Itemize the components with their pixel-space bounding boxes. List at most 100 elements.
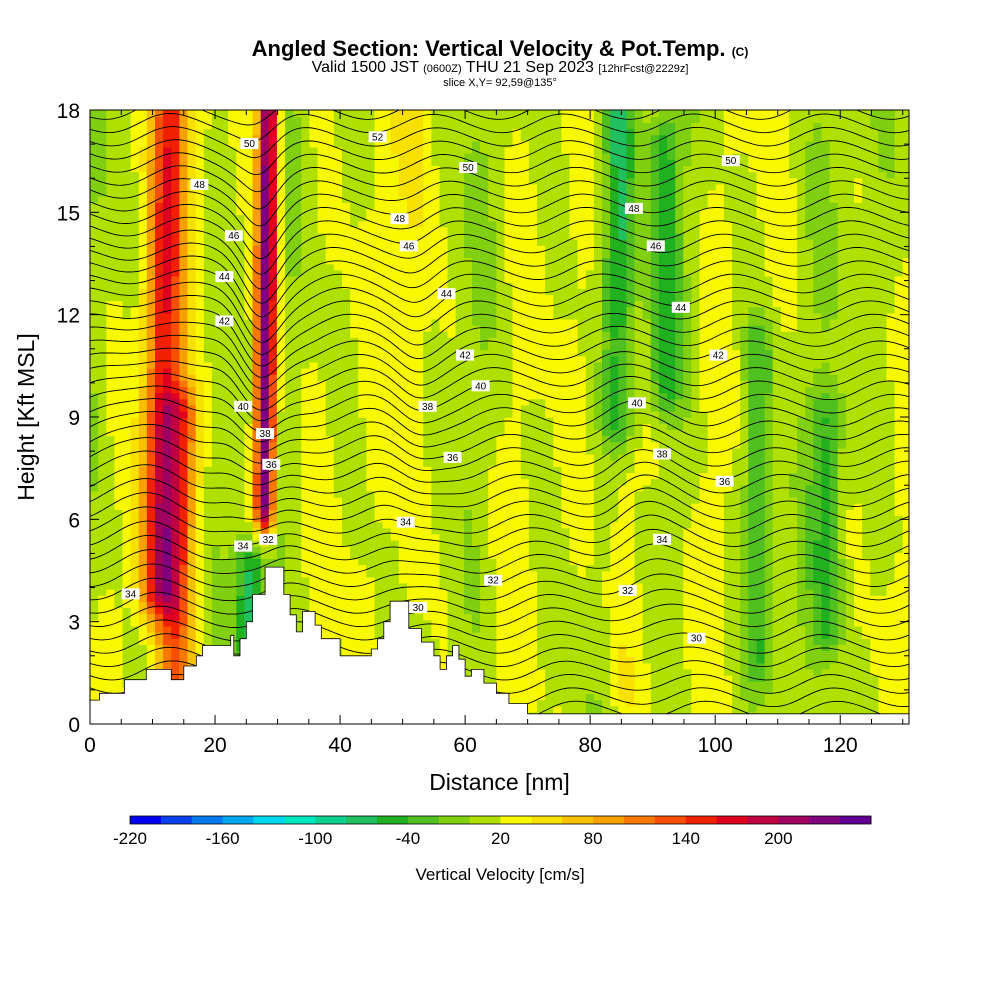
velocity-cell <box>293 220 303 228</box>
velocity-cell <box>415 539 424 547</box>
velocity-cell <box>325 232 335 240</box>
velocity-cell <box>228 441 238 449</box>
velocity-cell <box>138 503 148 510</box>
velocity-cell <box>358 134 368 142</box>
velocity-cell <box>447 202 457 209</box>
velocity-cell <box>114 410 124 418</box>
velocity-cell <box>431 238 441 246</box>
velocity-cell <box>98 656 107 664</box>
velocity-cell <box>398 453 408 461</box>
velocity-cell <box>480 263 489 271</box>
velocity-cell <box>114 251 124 259</box>
velocity-cell <box>398 576 408 584</box>
velocity-cell <box>342 380 351 388</box>
velocity-cell <box>187 386 197 394</box>
velocity-cell <box>463 140 473 148</box>
velocity-cell <box>203 441 213 449</box>
velocity-cell <box>301 490 311 498</box>
velocity-cell <box>244 417 254 424</box>
velocity-cell <box>155 619 164 627</box>
velocity-cell <box>398 545 408 553</box>
velocity-cell <box>122 435 132 443</box>
velocity-cell <box>98 257 107 265</box>
velocity-cell <box>431 177 441 185</box>
velocity-cell <box>195 367 205 375</box>
velocity-cell <box>90 595 99 602</box>
velocity-cell <box>463 478 473 486</box>
velocity-cell <box>447 521 457 529</box>
velocity-cell <box>366 318 376 326</box>
velocity-cell <box>374 380 384 388</box>
velocity-cell <box>98 687 107 695</box>
velocity-cell <box>407 165 416 173</box>
velocity-cell <box>472 527 481 535</box>
velocity-cell <box>309 275 319 283</box>
velocity-cell <box>439 613 449 621</box>
velocity-cell <box>325 269 335 277</box>
velocity-cell <box>358 650 368 658</box>
velocity-cell <box>114 638 124 645</box>
velocity-cell <box>350 275 359 283</box>
velocity-cell <box>155 631 164 639</box>
velocity-cell <box>333 595 343 602</box>
velocity-cell <box>382 208 392 216</box>
velocity-cell <box>179 521 189 529</box>
velocity-cell <box>382 337 392 345</box>
velocity-cell <box>439 146 449 154</box>
velocity-cell <box>390 533 400 541</box>
velocity-cell <box>203 232 213 240</box>
velocity-cell <box>317 202 327 209</box>
velocity-cell <box>472 460 481 467</box>
velocity-cell <box>325 257 335 265</box>
velocity-cell <box>138 466 148 473</box>
velocity-cell <box>301 539 311 547</box>
velocity-cell <box>301 398 311 406</box>
velocity-cell <box>106 644 116 652</box>
velocity-cell <box>366 300 376 308</box>
velocity-cell <box>163 306 172 314</box>
velocity-cell <box>407 251 416 259</box>
velocity-cell <box>455 177 465 185</box>
velocity-cell <box>366 189 376 197</box>
velocity-cell <box>130 269 140 277</box>
velocity-cell <box>398 582 408 590</box>
velocity-cell <box>98 245 107 252</box>
velocity-cell <box>350 128 359 136</box>
velocity-cell <box>244 196 254 203</box>
velocity-cell <box>390 435 400 443</box>
velocity-cell <box>252 300 262 308</box>
velocity-cell <box>98 631 107 639</box>
velocity-cell <box>195 361 205 369</box>
velocity-cell <box>276 220 286 228</box>
velocity-cell <box>236 355 246 363</box>
velocity-cell <box>179 478 189 486</box>
velocity-cell <box>220 417 229 424</box>
velocity-cell <box>325 159 335 166</box>
velocity-cell <box>480 202 489 209</box>
velocity-cell <box>98 208 107 216</box>
velocity-cell <box>252 122 262 130</box>
velocity-cell <box>398 367 408 375</box>
velocity-cell <box>236 527 246 535</box>
velocity-cell <box>163 570 172 578</box>
velocity-cell <box>236 515 246 523</box>
velocity-cell <box>309 582 319 590</box>
velocity-cell <box>342 631 351 639</box>
velocity-cell <box>138 134 148 142</box>
velocity-cell <box>472 484 481 492</box>
velocity-cell <box>390 146 400 154</box>
velocity-cell <box>114 116 124 123</box>
velocity-cell <box>350 312 359 320</box>
velocity-cell <box>374 238 384 246</box>
velocity-cell <box>463 656 473 664</box>
velocity-cell <box>333 509 343 516</box>
velocity-cell <box>382 134 392 142</box>
velocity-cell <box>114 398 124 406</box>
velocity-cell <box>163 361 172 369</box>
velocity-cell <box>220 521 229 529</box>
velocity-cell <box>138 552 148 559</box>
velocity-cell <box>366 472 376 480</box>
velocity-cell <box>244 318 254 326</box>
velocity-cell <box>285 281 294 289</box>
velocity-cell <box>325 429 335 437</box>
